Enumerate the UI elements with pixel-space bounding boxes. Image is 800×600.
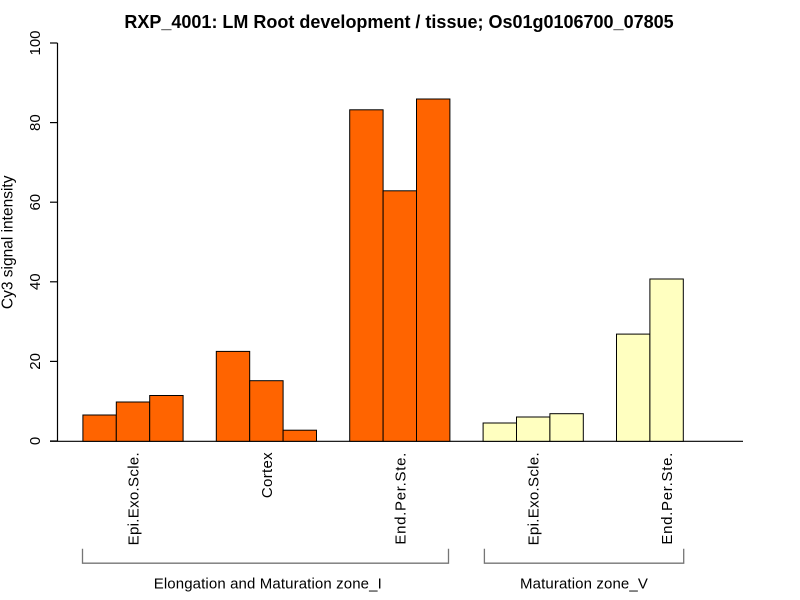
svg-text:80: 80: [27, 114, 44, 131]
svg-text:End.Per.Ste.: End.Per.Ste.: [659, 452, 676, 545]
svg-text:20: 20: [27, 353, 44, 370]
svg-text:Epi.Exo.Scle.: Epi.Exo.Scle.: [526, 452, 543, 545]
svg-text:End.Per.Ste.: End.Per.Ste.: [392, 452, 409, 545]
svg-text:Maturation zone_V: Maturation zone_V: [520, 576, 648, 593]
svg-text:Epi.Exo.Scle.: Epi.Exo.Scle.: [126, 452, 143, 545]
svg-text:0: 0: [27, 437, 44, 445]
svg-text:60: 60: [27, 194, 44, 211]
svg-text:Elongation and Maturation zone: Elongation and Maturation zone_I: [154, 576, 382, 593]
svg-text:Cortex: Cortex: [259, 452, 276, 498]
svg-text:40: 40: [27, 273, 44, 290]
svg-text:RXP_4001: LM Root development: RXP_4001: LM Root development / tissue; …: [124, 12, 673, 32]
svg-text:100: 100: [27, 30, 44, 55]
svg-text:Cy3 signal intensity: Cy3 signal intensity: [0, 175, 16, 309]
